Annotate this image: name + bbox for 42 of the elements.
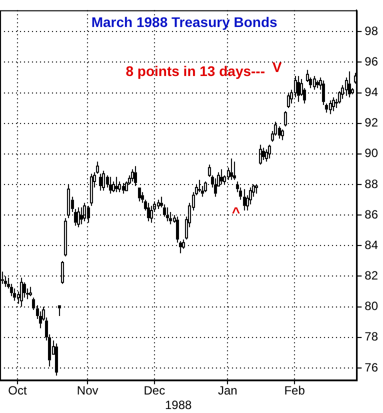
y-tick-label: 78 bbox=[364, 330, 378, 344]
candlestick bbox=[297, 75, 300, 102]
candlestick bbox=[147, 202, 150, 222]
candlestick bbox=[99, 173, 102, 192]
y-tick-label: 88 bbox=[364, 176, 378, 191]
candlestick bbox=[102, 170, 105, 192]
annotation: ^ bbox=[232, 204, 240, 220]
annotation: V bbox=[272, 58, 282, 75]
y-tick-label: 80 bbox=[364, 299, 378, 314]
candlestick bbox=[233, 161, 236, 180]
candlestick bbox=[243, 188, 246, 211]
candlestick bbox=[176, 216, 179, 244]
candlestick bbox=[278, 126, 281, 140]
candlestick bbox=[325, 102, 328, 114]
candlestick bbox=[230, 158, 233, 180]
candlestick bbox=[13, 288, 16, 302]
candlestick bbox=[23, 282, 26, 298]
y-tick-label: 94 bbox=[364, 85, 378, 100]
x-tick-label: Nov bbox=[76, 384, 98, 398]
candlestick bbox=[163, 204, 166, 218]
y-tick-label: 96 bbox=[364, 54, 378, 68]
y-tick-label: 76 bbox=[364, 360, 378, 374]
y-tick-label: 84 bbox=[364, 238, 378, 252]
x-tick-label: Jan bbox=[218, 384, 238, 398]
candlestick bbox=[316, 80, 319, 89]
y-tick-label: 90 bbox=[364, 146, 378, 160]
candlestick bbox=[348, 70, 351, 98]
x-tick-label: Feb bbox=[284, 384, 306, 398]
candlestick bbox=[55, 343, 58, 376]
candlestick bbox=[115, 176, 118, 193]
chart-title: March 1988 Treasury Bonds bbox=[91, 14, 278, 30]
y-tick-label: 98 bbox=[364, 24, 378, 38]
candlestick bbox=[179, 240, 182, 254]
x-axis-title: 1988 bbox=[164, 398, 192, 412]
candlestick bbox=[138, 188, 141, 202]
y-tick-label: 92 bbox=[364, 116, 378, 130]
y-tick-label: 82 bbox=[364, 268, 378, 283]
y-tick-label: 86 bbox=[364, 207, 378, 222]
x-tick-label: Oct bbox=[8, 384, 28, 398]
annotation: 8 points in 13 days--- bbox=[126, 62, 266, 79]
x-tick-label: Dec bbox=[144, 384, 166, 398]
candlestick bbox=[131, 168, 134, 182]
